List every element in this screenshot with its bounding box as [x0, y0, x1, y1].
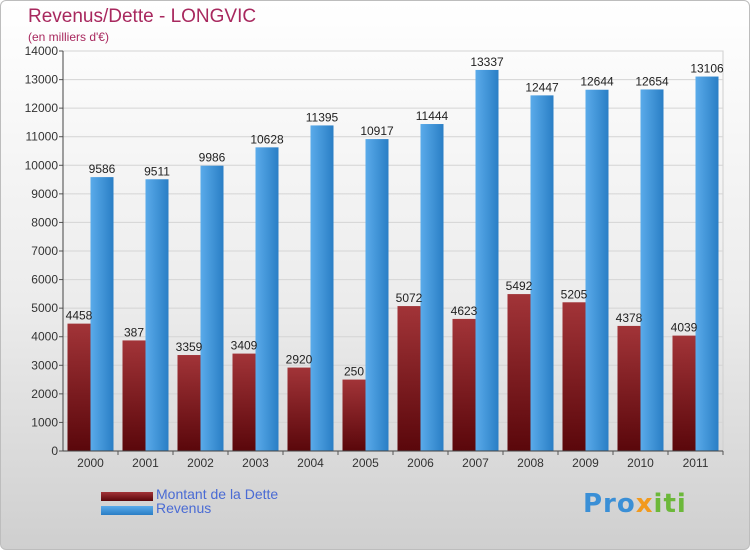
- bar-revenus: [585, 89, 609, 451]
- data-label: 9986: [199, 151, 226, 165]
- bar-dette: [342, 379, 366, 451]
- data-label: 9586: [89, 162, 116, 176]
- data-label: 13337: [470, 55, 504, 69]
- bar-dette: [232, 353, 256, 451]
- legend-label-debt: Montant de la Dette: [156, 486, 279, 502]
- bar-revenus: [365, 139, 389, 452]
- x-tick-label: 2006: [407, 456, 434, 470]
- data-label: 4378: [616, 311, 643, 325]
- chart-subtitle: (en milliers d'€): [28, 30, 109, 44]
- data-label: 12654: [635, 74, 669, 88]
- legend-swatch-debt: [101, 492, 153, 501]
- data-label: 12447: [525, 80, 559, 94]
- bar-revenus: [255, 147, 279, 452]
- bar-dette: [287, 367, 311, 451]
- y-tick-label: 3000: [31, 358, 58, 372]
- data-label: 5072: [396, 291, 423, 305]
- bar-revenus: [530, 95, 554, 451]
- x-tick-label: 2005: [352, 456, 379, 470]
- bar-revenus: [145, 179, 169, 451]
- y-tick-label: 7000: [31, 244, 58, 258]
- legend-label-revenus: Revenus: [156, 500, 212, 516]
- bar-dette: [177, 355, 201, 451]
- x-tick-label: 2007: [462, 456, 489, 470]
- y-tick-label: 5000: [31, 301, 58, 315]
- y-tick-label: 1000: [31, 415, 58, 429]
- data-label: 11444: [416, 109, 449, 123]
- x-tick-label: 2004: [297, 456, 324, 470]
- data-label: 387: [124, 325, 144, 339]
- x-tick-label: 2008: [517, 456, 544, 470]
- bar-revenus: [200, 165, 224, 451]
- bar-revenus: [310, 125, 334, 451]
- x-tick-label: 2010: [627, 456, 654, 470]
- bar-dette: [397, 306, 421, 451]
- bar-dette: [452, 318, 476, 451]
- logo-part-3: iti: [653, 489, 687, 519]
- proxiti-logo: Proxiti: [583, 489, 687, 519]
- bar-dette: [122, 340, 146, 451]
- x-tick-label: 2003: [242, 456, 269, 470]
- x-tick-label: 2011: [683, 456, 709, 470]
- y-tick-label: 14000: [25, 44, 59, 58]
- bar-dette: [507, 294, 531, 451]
- y-tick-label: 9000: [31, 187, 58, 201]
- data-label: 4458: [66, 309, 93, 323]
- data-label: 5205: [561, 287, 588, 301]
- x-tick-label: 2001: [132, 456, 159, 470]
- data-label: 12644: [580, 75, 614, 89]
- y-tick-label: 12000: [25, 101, 59, 115]
- y-tick-label: 6000: [31, 273, 58, 287]
- x-tick-label: 2002: [187, 456, 214, 470]
- data-label: 3359: [176, 340, 203, 354]
- data-label: 10628: [250, 132, 284, 146]
- data-label: 250: [344, 365, 364, 379]
- data-label: 2920: [286, 353, 313, 367]
- y-tick-label: 2000: [31, 387, 58, 401]
- y-tick-label: 0: [51, 444, 58, 458]
- bar-revenus: [420, 124, 444, 452]
- y-tick-label: 13000: [25, 73, 59, 87]
- legend-swatch-revenus: [101, 506, 153, 515]
- x-tick-label: 2009: [572, 456, 599, 470]
- x-tick-label: 2000: [77, 456, 104, 470]
- data-label: 9511: [144, 164, 170, 178]
- data-label: 10917: [360, 124, 394, 138]
- logo-part-1: Pro: [583, 489, 636, 519]
- bar-revenus: [695, 76, 719, 452]
- bar-revenus: [640, 89, 664, 451]
- bar-dette: [562, 302, 586, 451]
- data-label: 4039: [671, 321, 698, 335]
- data-label: 3409: [231, 339, 258, 353]
- bar-revenus: [475, 69, 499, 451]
- data-label: 4623: [451, 304, 478, 318]
- bar-dette: [672, 335, 696, 451]
- y-tick-label: 4000: [31, 330, 58, 344]
- y-tick-label: 10000: [25, 158, 59, 172]
- data-label: 11395: [306, 110, 339, 124]
- chart-title: Revenus/Dette - LONGVIC: [28, 6, 257, 27]
- bar-dette: [67, 323, 91, 451]
- y-tick-label: 11000: [26, 130, 59, 144]
- y-tick-label: 8000: [31, 215, 58, 229]
- logo-part-2: x: [635, 489, 654, 519]
- data-label: 13106: [690, 62, 724, 76]
- data-label: 5492: [506, 279, 533, 293]
- bar-revenus: [90, 177, 114, 451]
- bar-dette: [617, 325, 641, 451]
